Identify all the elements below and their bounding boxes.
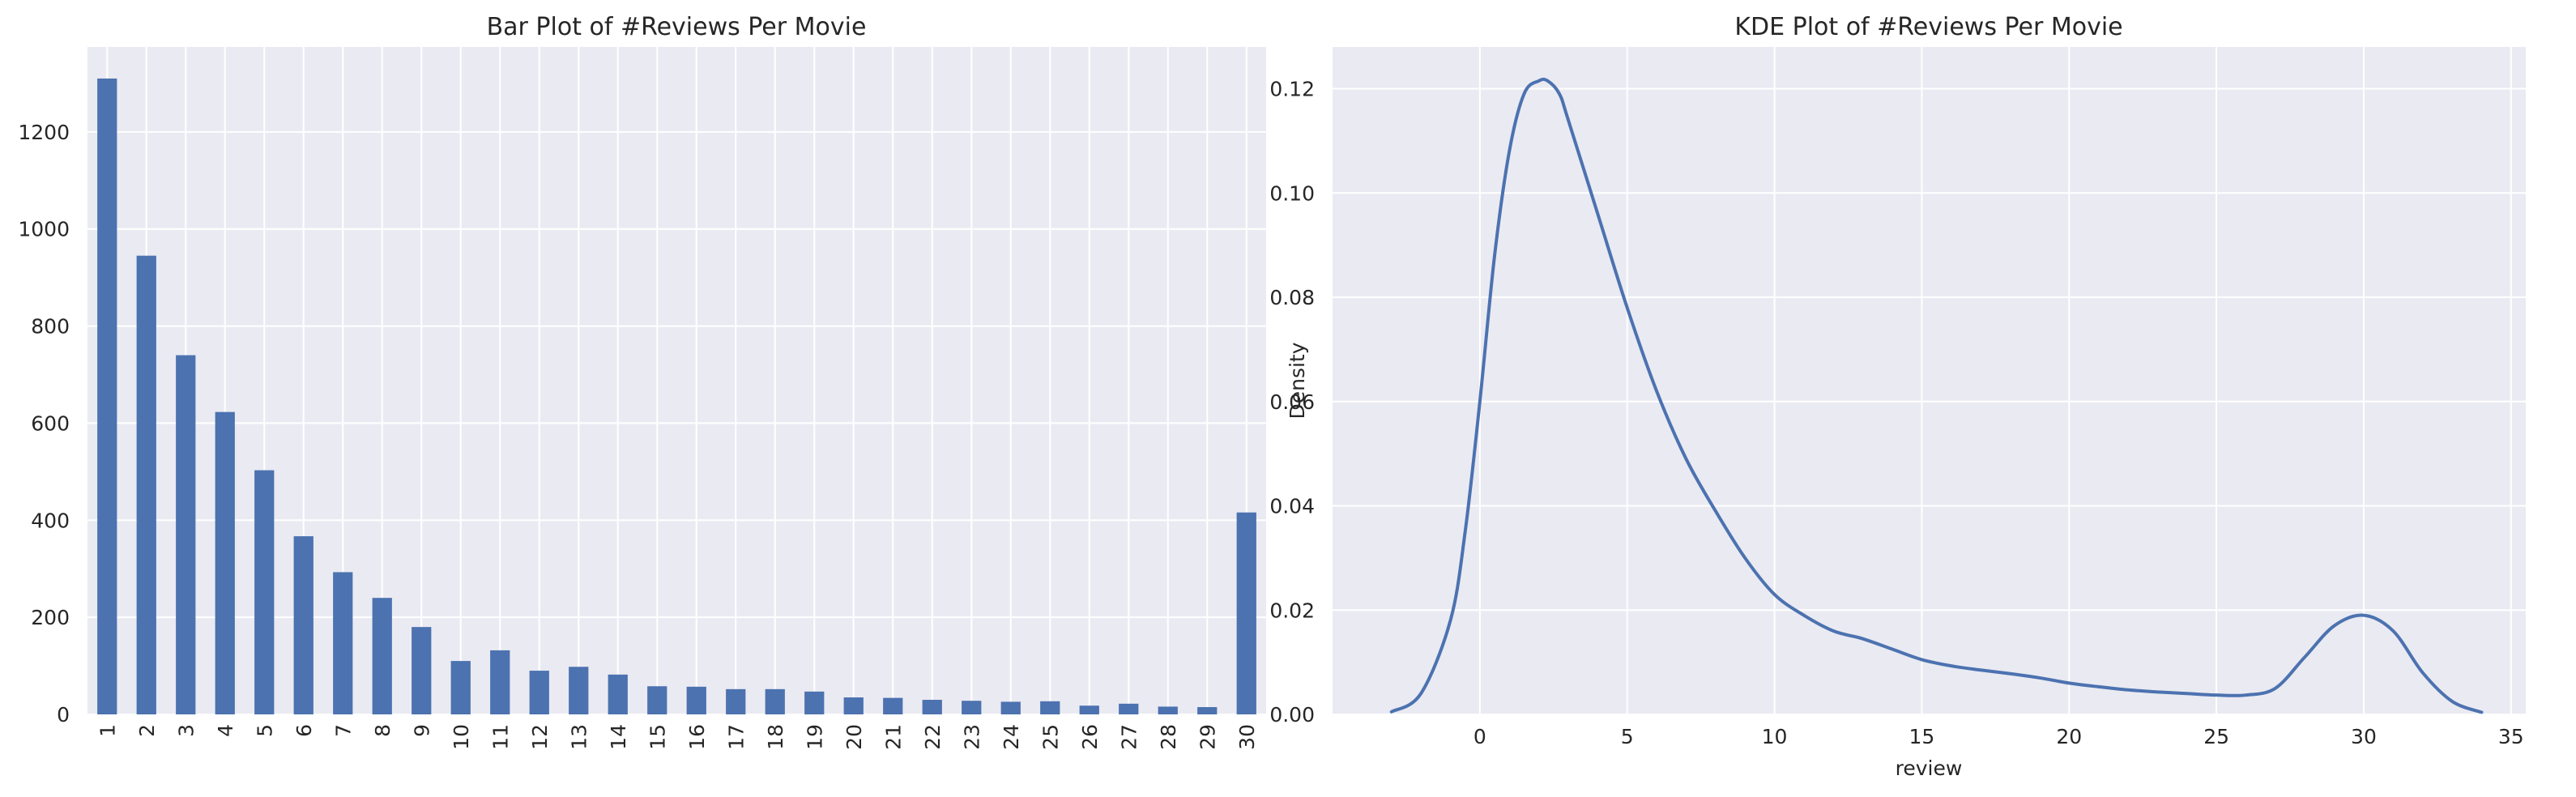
kde-chart-title: KDE Plot of #Reviews Per Movie [1734,13,2122,41]
kde-gridlines [1333,47,2526,715]
bar-x-tick-label: 18 [764,724,787,750]
bar-plot-area [87,47,1266,714]
kde-x-axis-label: review [1896,757,1963,780]
kde-x-tick-labels: 0 5 10 15 20 25 30 35 [1474,725,2524,748]
kde-y-tick-label: 0.06 [1269,390,1315,414]
bar-x-tick-label: 2 [135,724,159,737]
bar-28 [1158,706,1178,714]
bar-5 [254,470,275,714]
bar-x-tick-label: 23 [960,724,983,750]
bar-1 [97,78,117,714]
bar-23 [962,701,982,714]
bar-3 [176,355,196,714]
bar-17 [726,688,746,714]
bar-y-tick-label: 800 [31,315,70,339]
bar-x-tick-labels: 1 2 3 4 5 6 7 8 9 10 11 12 13 14 15 16 17 18 19 20 21 22 23 24 2… [96,724,1259,750]
bar-x-tick-label: 12 [528,724,552,750]
bar-27 [1119,703,1139,714]
bar-x-tick-label: 10 [450,724,473,750]
bar-y-tick-label: 200 [31,606,70,629]
bar-26 [1079,705,1099,714]
bar-x-tick-label: 30 [1235,724,1259,750]
bar-x-tick-label: 15 [646,724,669,750]
kde-x-tick-label: 15 [1909,725,1935,748]
bar-9 [412,627,432,714]
bar-11 [490,650,510,714]
bar-x-tick-label: 22 [921,724,945,750]
kde-y-tick-label: 0.10 [1269,181,1315,205]
kde-x-tick-label: 25 [2203,725,2229,748]
bar-x-tick-label: 28 [1157,724,1180,750]
bar-15 [647,686,667,714]
bar-x-tick-label: 19 [803,724,826,750]
kde-y-tick-label: 0.04 [1269,495,1315,518]
kde-y-tick-label: 0.00 [1269,703,1315,727]
kde-y-tick-label: 0.08 [1269,286,1315,309]
bar-14 [608,674,628,714]
bar-x-tick-label: 27 [1117,724,1141,750]
kde-x-tick-label: 5 [1621,725,1634,748]
kde-density-line [1389,77,2484,714]
kde-y-tick-label: 0.02 [1269,599,1315,622]
bar-29 [1197,707,1218,714]
bar-x-tick-label: 21 [881,724,905,750]
bar-x-tick-label: 26 [1078,724,1102,750]
bar-y-tick-label: 400 [31,509,70,532]
bar-x-tick-label: 1 [96,724,119,737]
bar-x-tick-label: 20 [842,724,866,750]
bar-series [97,78,1256,715]
bar-x-tick-label: 4 [214,724,237,737]
bar-x-tick-label: 14 [607,724,630,750]
bar-y-tick-labels: 0 200 400 600 800 1000 1200 [18,121,70,727]
bar-22 [922,700,942,714]
bar-12 [529,671,549,714]
kde-x-tick-label: 20 [2056,725,2082,748]
bar-chart-title: Bar Plot of #Reviews Per Movie [487,13,867,41]
bar-y-tick-label: 1000 [18,218,70,241]
bar-6 [293,536,313,714]
bar-19 [804,691,825,714]
bar-x-tick-label: 25 [1039,724,1062,750]
bar-30 [1236,512,1256,714]
kde-y-tick-labels: 0.00 0.02 0.04 0.06 0.08 0.10 0.12 [1269,78,1315,727]
bar-gridlines [87,47,1266,715]
kde-y-axis-label: Density [1286,342,1309,419]
kde-x-tick-label: 0 [1474,725,1486,748]
bar-y-tick-label: 0 [57,703,70,727]
bar-x-tick-label: 24 [1000,724,1023,750]
bar-x-tick-label: 8 [371,724,395,737]
bar-y-tick-label: 600 [31,411,70,435]
bar-2 [136,255,156,715]
bar-21 [883,697,903,714]
bar-13 [569,667,589,714]
bar-x-tick-label: 3 [174,724,198,737]
kde-chart-panel: 0.00 0.02 0.04 0.06 0.08 0.10 0.12 0 5 10 15 20 25 3… [1269,13,2526,780]
bar-7 [333,572,353,714]
bar-24 [1000,701,1021,714]
bar-18 [765,688,785,714]
kde-plot-area [1333,47,2526,714]
bar-25 [1040,701,1060,714]
bar-x-tick-label: 13 [567,724,591,750]
kde-x-tick-label: 35 [2498,725,2524,748]
bar-x-tick-label: 7 [331,724,355,737]
bar-x-tick-label: 16 [685,724,709,750]
bar-20 [843,697,864,714]
bar-x-tick-label: 9 [410,724,433,737]
bar-4 [215,411,235,714]
bar-x-tick-label: 5 [253,724,276,737]
bar-x-tick-label: 11 [488,724,512,750]
bar-y-tick-label: 1200 [18,121,70,144]
bar-x-tick-label: 6 [292,724,316,737]
kde-x-tick-label: 30 [2351,725,2377,748]
kde-x-tick-label: 10 [1762,725,1788,748]
bar-16 [686,686,706,714]
bar-x-tick-label: 17 [724,724,748,750]
bar-x-tick-label: 29 [1196,724,1219,750]
kde-y-tick-label: 0.12 [1269,78,1315,101]
bar-8 [372,598,392,714]
bar-10 [450,661,471,714]
